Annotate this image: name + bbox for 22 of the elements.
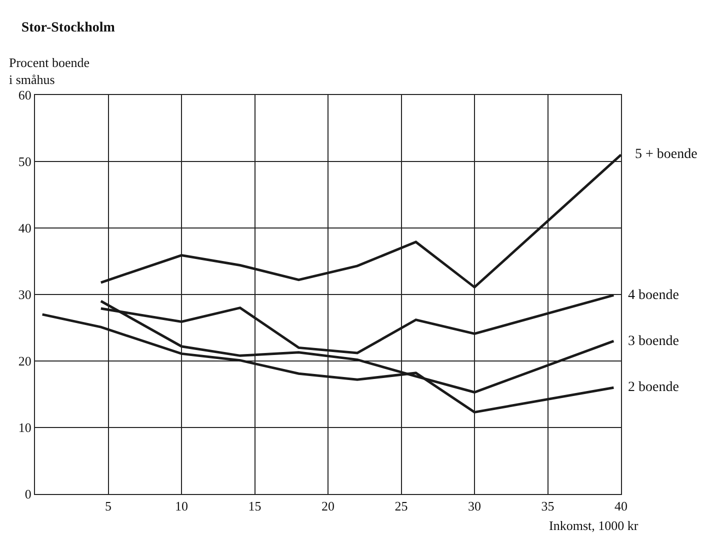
y-tick-label: 0 [24,486,32,502]
y-tick-label: 20 [18,354,32,369]
y-tick-label: 40 [18,220,32,236]
x-axis-title: Inkomst, 1000 kr [549,518,639,533]
x-tick-label: 5 [105,498,112,514]
series-label: 5 + boende [635,147,698,162]
series-label: 3 boende [628,334,679,349]
x-tick-label: 25 [394,498,408,514]
y-tick-label: 30 [18,287,32,302]
series-label: 4 boende [628,288,679,303]
y-tick-label: 10 [18,420,32,436]
series-label: 2 boende [628,380,679,395]
x-tick-label: 10 [175,498,188,514]
x-tick-label: 20 [322,498,334,514]
x-tick-label: 40 [614,498,628,514]
y-tick-label: 50 [18,154,32,170]
x-tick-label: 30 [468,498,481,514]
y-axis-title: Procent boende i småhus [9,55,90,87]
chart-title: Stor-Stockholm [21,20,116,36]
y-tick-label: 60 [18,88,32,103]
x-tick-label: 15 [248,498,262,514]
x-tick-label: 35 [541,498,554,514]
